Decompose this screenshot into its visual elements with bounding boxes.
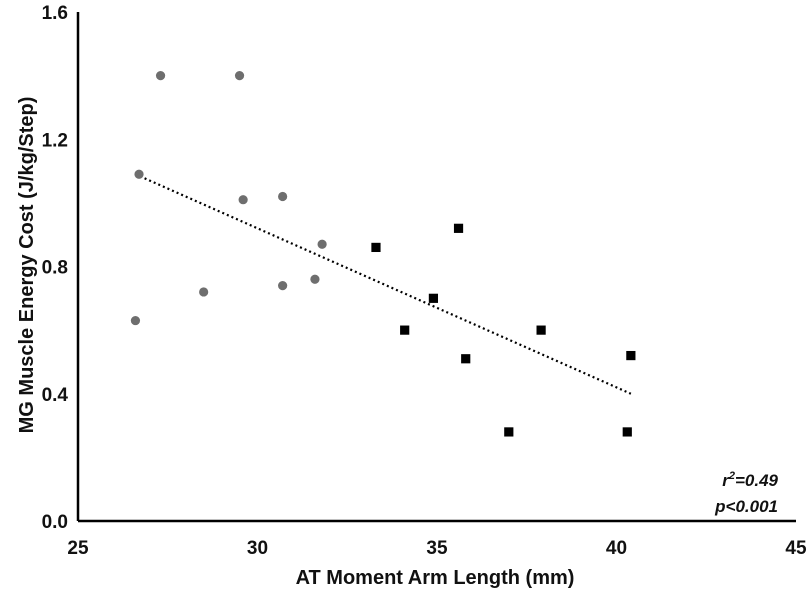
y-tick-label: 1.2 [42, 130, 68, 151]
x-tick-label: 25 [67, 538, 89, 559]
square-point [622, 427, 632, 437]
r-squared-superscript: 2 [728, 470, 735, 482]
square-point [504, 427, 514, 437]
square-point [453, 223, 464, 233]
circle-point [130, 315, 141, 326]
circle-point [199, 287, 209, 297]
r-squared-value: =0.49 [735, 471, 779, 490]
circle-point [134, 169, 144, 179]
circle-point [317, 239, 327, 249]
y-tick-label: 0.0 [42, 512, 68, 533]
y-tick-label: 1.6 [42, 3, 68, 24]
x-tick-label: 35 [426, 538, 448, 559]
circle-point [155, 71, 166, 81]
circle-point [238, 195, 248, 205]
x-tick-label: 45 [785, 538, 807, 559]
x-tick-label: 40 [606, 538, 627, 559]
x-tick-label: 30 [247, 538, 268, 559]
x-tick-labels: 25 30 35 40 45 [67, 538, 807, 559]
square-point [400, 325, 410, 335]
r-squared-annotation: r2=0.49 [722, 470, 778, 490]
r-squared-symbol: r [722, 471, 730, 490]
square-point [626, 350, 636, 361]
y-axis-title: MG Muscle Energy Cost (J/kg/Step) [16, 97, 38, 434]
circle-point [278, 191, 288, 202]
y-tick-label: 0.8 [42, 258, 68, 279]
trendline [134, 173, 632, 395]
data-points [130, 71, 636, 437]
x-axis-title: AT Moment Arm Length (mm) [296, 567, 575, 589]
p-value-annotation: p<0.001 [714, 497, 778, 516]
y-tick-labels: 0.0 0.4 0.8 1.2 1.6 [42, 3, 69, 533]
circle-point [234, 71, 245, 81]
square-point [428, 293, 439, 303]
circle-point [310, 274, 320, 284]
trendline-group [134, 173, 632, 395]
square-point [371, 242, 381, 253]
circle-point [278, 280, 288, 291]
square-point [461, 354, 471, 364]
square-point [536, 325, 546, 335]
y-tick-label: 0.4 [42, 385, 69, 406]
